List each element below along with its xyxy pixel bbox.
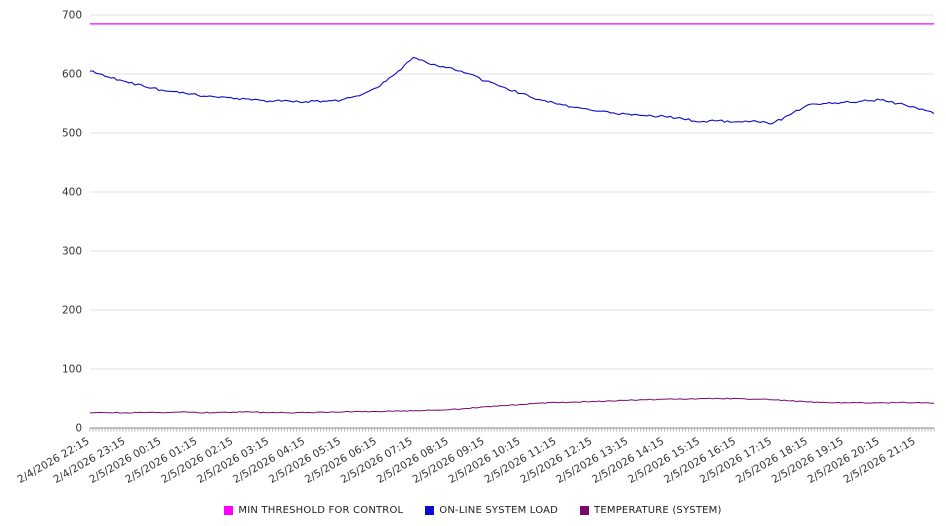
legend-label: MIN THRESHOLD FOR CONTROL — [238, 505, 404, 516]
legend-swatch — [224, 506, 234, 515]
y-tick-label: 0 — [75, 423, 82, 435]
y-tick-label: 700 — [62, 10, 82, 22]
legend-item-1: ON-LINE SYSTEM LOAD — [425, 505, 558, 516]
y-tick-label: 500 — [62, 128, 82, 140]
legend-swatch — [425, 506, 435, 515]
series-line-2 — [89, 397, 935, 414]
y-tick-label: 100 — [62, 364, 82, 376]
chart-legend: MIN THRESHOLD FOR CONTROL ON-LINE SYSTEM … — [0, 505, 946, 516]
y-tick-label: 300 — [62, 246, 82, 258]
legend-label: TEMPERATURE (SYSTEM) — [594, 505, 722, 516]
legend-swatch — [580, 506, 590, 515]
legend-item-2: TEMPERATURE (SYSTEM) — [580, 505, 722, 516]
y-tick-label: 600 — [62, 69, 82, 81]
series-line-1 — [90, 56, 935, 125]
y-tick-label: 200 — [62, 305, 82, 317]
legend-label: ON-LINE SYSTEM LOAD — [439, 505, 559, 516]
y-tick-label: 400 — [62, 187, 82, 199]
legend-item-0: MIN THRESHOLD FOR CONTROL — [224, 505, 403, 516]
